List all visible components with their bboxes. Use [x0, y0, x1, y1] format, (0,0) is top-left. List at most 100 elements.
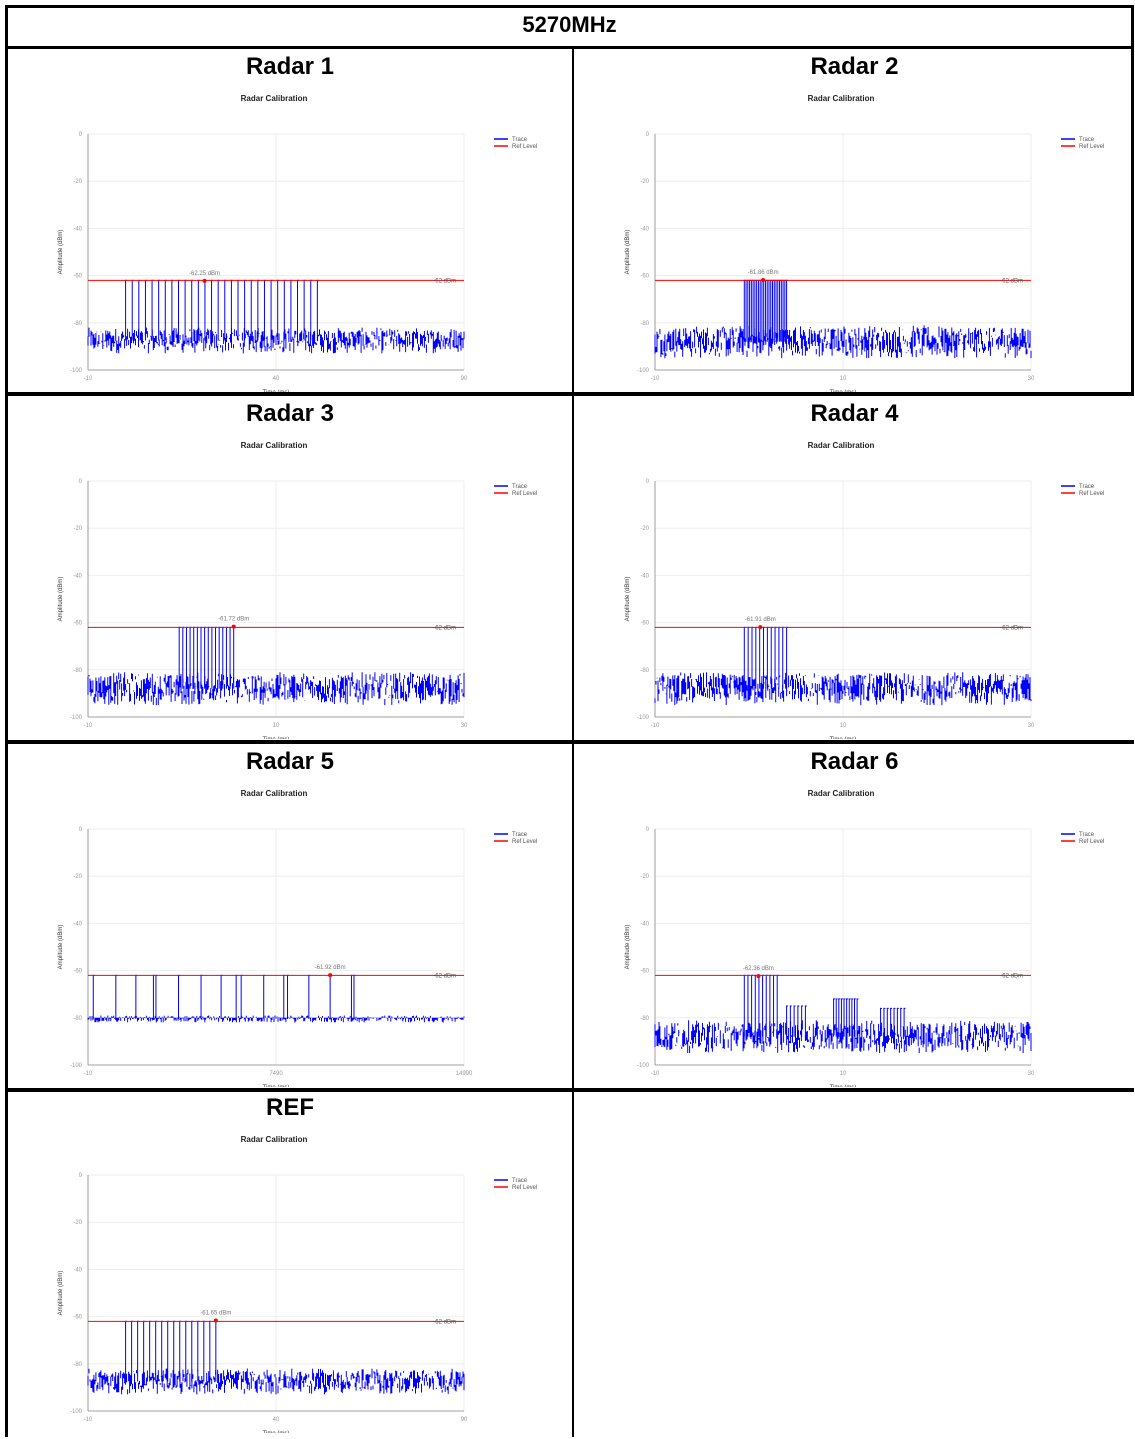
y-tick-label: -100 [637, 715, 650, 721]
x-axis-label: Time (ms) [830, 390, 857, 392]
table-border-right [1131, 5, 1134, 393]
results-table: 5270MHz Radar 1 Radar Calibration 0 -20 -40… [5, 5, 1134, 1437]
x-tick-label: 10 [840, 1071, 847, 1077]
y-axis-label: Amplitude (dBm) [58, 1271, 64, 1316]
x-axis-label: Time (ms) [830, 737, 857, 739]
peak-marker [231, 624, 236, 629]
legend-label: Trace [1079, 137, 1095, 143]
trace-noise-series [654, 672, 1032, 706]
cell-radar-1: Radar 1 Radar Calibration 0 -20 -40 -60 -80 -1… [8, 49, 572, 392]
y-tick-label: -40 [640, 573, 649, 579]
cell-ref: REF Radar Calibration 0 -20 -40 -60 -80 -100 -1… [8, 1092, 572, 1437]
y-tick-label: -20 [73, 179, 82, 185]
y-axis-label: Amplitude (dBm) [625, 230, 631, 275]
cell-radar-3: Radar 3 Radar Calibration 0 -20 -40 -60 -80 -1… [8, 396, 572, 740]
y-tick-label: -80 [640, 1016, 649, 1022]
panel-title: Radar 2 [810, 53, 899, 80]
legend-label: Ref Level [512, 491, 537, 497]
y-tick-label: -20 [73, 1220, 82, 1226]
legend-label: Ref Level [1079, 839, 1104, 845]
peak-marker [758, 625, 763, 630]
chart-title: Radar Calibration [241, 789, 308, 798]
y-tick-label: -60 [73, 621, 82, 627]
y-tick-label: -80 [640, 321, 649, 327]
x-tick-label: -10 [651, 376, 660, 382]
peak-marker [328, 973, 333, 978]
x-tick-label: -10 [651, 723, 660, 729]
y-tick-label: -100 [70, 368, 83, 374]
peak-marker-label: -61.65 dBm [200, 1310, 231, 1316]
x-tick-label: -10 [84, 1071, 93, 1077]
legend-label: Trace [1079, 484, 1095, 490]
x-tick-label: 30 [1028, 723, 1035, 729]
x-tick-label: 7490 [269, 1071, 283, 1077]
trace-noise-series [87, 1368, 465, 1395]
y-axis-label: Amplitude (dBm) [58, 577, 64, 622]
peak-marker-label: -61.72 dBm [218, 617, 249, 623]
ref-level-label: -62 dBm [433, 973, 456, 979]
panel-title: Radar 5 [245, 748, 335, 775]
x-tick-label: 10 [273, 723, 280, 729]
peak-marker-label: -61.86 dBm [748, 270, 779, 276]
y-tick-label: 0 [646, 479, 650, 485]
y-tick-label: -40 [73, 226, 82, 232]
y-tick-label: -100 [637, 368, 650, 374]
chart-title: Radar Calibration [241, 1135, 308, 1144]
x-axis-label: Time (ms) [830, 1085, 857, 1087]
chart-radar-5: Radar Calibration 0 -20 -40 -60 -80 -100-10 749… [58, 789, 537, 1087]
table-border-top [5, 5, 1134, 8]
panel-title: Radar 1 [245, 53, 335, 80]
cell-radar-2: Radar 2 Radar Calibration 0 -20 -40 -60 -80 -1… [575, 49, 1134, 392]
x-tick-label: -10 [84, 1417, 93, 1423]
peak-marker-label: -62.25 dBm [189, 271, 220, 277]
y-tick-label: -60 [73, 1315, 82, 1321]
y-tick-label: -40 [73, 921, 82, 927]
x-tick-label: -10 [84, 723, 93, 729]
y-tick-label: -100 [70, 1409, 83, 1415]
chart-title: Radar Calibration [241, 441, 308, 450]
x-axis-label: Time (ms) [263, 1085, 290, 1087]
peak-marker [761, 277, 766, 282]
y-axis-label: Amplitude (dBm) [625, 577, 631, 622]
y-tick-label: -40 [73, 573, 82, 579]
y-tick-label: 0 [646, 132, 650, 138]
legend-label: Trace [512, 1178, 528, 1184]
chart-radar-2: Radar Calibration 0 -20 -40 -60 -80 -100-10 10 3… [625, 94, 1104, 392]
y-tick-label: -20 [73, 874, 82, 880]
chart-radar-1: Radar Calibration 0 -20 -40 -60 -80 -100-10 40 9… [58, 94, 537, 392]
legend-label: Trace [1079, 832, 1095, 838]
y-tick-label: 0 [646, 827, 650, 833]
x-tick-label: 30 [1028, 1071, 1035, 1077]
y-tick-label: -80 [73, 1362, 82, 1368]
chart-title: Radar Calibration [808, 789, 875, 798]
legend-label: Trace [512, 484, 528, 490]
chart-title: Radar Calibration [241, 94, 308, 103]
y-tick-label: -20 [640, 179, 649, 185]
cell-radar-5: Radar 5 Radar Calibration 0 -20 -40 -60 -80 -1… [8, 744, 572, 1088]
chart-title: Radar Calibration [808, 94, 875, 103]
x-axis-label: Time (ms) [263, 390, 290, 392]
peak-marker-label: -62.36 dBm [743, 966, 774, 972]
y-axis-label: Amplitude (dBm) [58, 925, 64, 970]
x-tick-label: 40 [273, 1417, 280, 1423]
ref-level-label: -62 dBm [433, 1319, 456, 1325]
y-axis-label: Amplitude (dBm) [58, 230, 64, 275]
ref-level-label: -62 dBm [1000, 278, 1023, 284]
peak-marker [213, 1318, 218, 1323]
y-tick-label: -40 [640, 226, 649, 232]
y-tick-label: -60 [640, 969, 649, 975]
table-header-rule [5, 46, 1134, 49]
legend-label: Trace [512, 137, 528, 143]
y-tick-label: -60 [73, 969, 82, 975]
y-tick-label: -60 [73, 274, 82, 280]
legend-label: Ref Level [512, 1185, 537, 1191]
panel-title: Radar 4 [810, 400, 899, 427]
table-row-rule [5, 1088, 1134, 1092]
trace-noise-series [654, 1020, 1032, 1054]
x-tick-label: 90 [461, 1417, 468, 1423]
legend-label: Ref Level [512, 839, 537, 845]
chart-radar-6: Radar Calibration 0 -20 -40 -60 -80 -100-10 10 3… [625, 789, 1104, 1087]
y-tick-label: -80 [73, 321, 82, 327]
y-tick-label: -80 [73, 668, 82, 674]
legend-label: Ref Level [512, 144, 537, 150]
